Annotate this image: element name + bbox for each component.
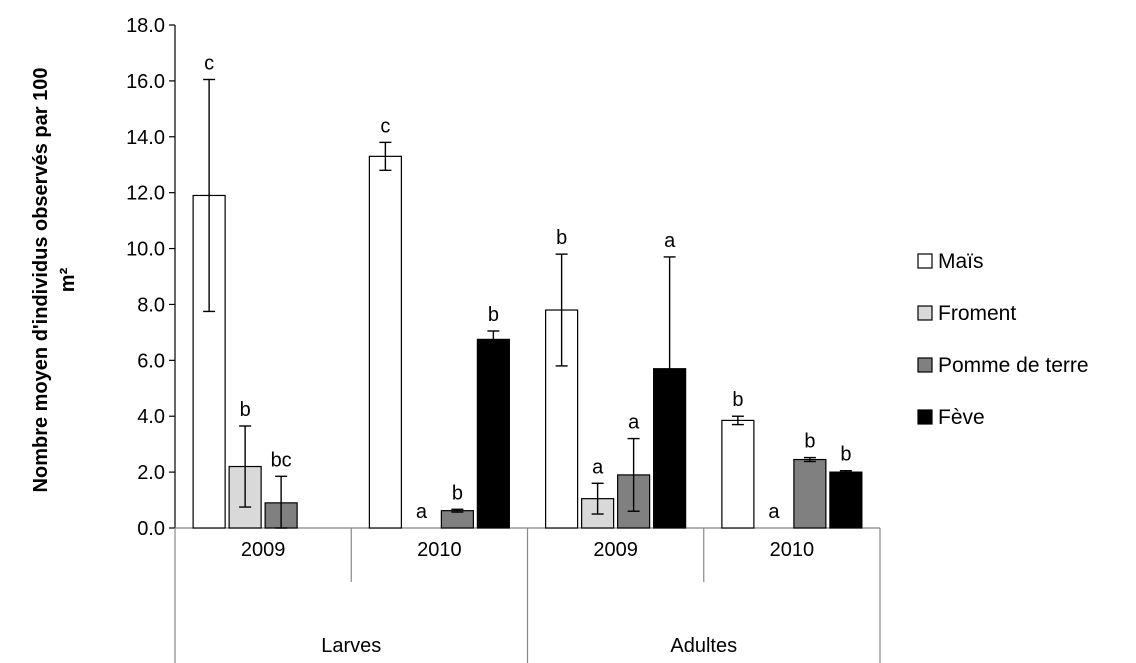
significance-letter: a (416, 501, 428, 523)
legend-label: Froment (938, 302, 1016, 325)
legend-label: Maïs (938, 250, 984, 273)
significance-letter: c (380, 115, 390, 137)
significance-letters: c b bc c a b b b a a a b a b b (204, 52, 851, 523)
significance-letter: b (840, 444, 851, 466)
legend-swatch (917, 357, 933, 373)
x-year-label: 2010 (417, 539, 462, 561)
y-tick-label: 18.0 (126, 15, 165, 37)
legend: Maïs Froment Pomme de terre Fève (917, 250, 1089, 429)
bar-1 (368, 155, 402, 529)
bar-3 (793, 458, 827, 529)
significance-letter: bc (271, 449, 292, 471)
legend-label: Fève (938, 406, 985, 429)
significance-letter: a (592, 456, 604, 478)
significance-letter: b (452, 482, 463, 504)
significance-letter: a (664, 230, 676, 252)
y-tick-label: 10.0 (126, 239, 165, 261)
bar-1 (721, 419, 755, 529)
y-tick-label: 8.0 (137, 294, 165, 316)
y-axis: 0.0 2.0 4.0 6.0 8.0 10.0 12.0 14.0 16.0 18.0 (126, 15, 176, 540)
y-tick-label: 6.0 (137, 350, 165, 372)
significance-letter: b (240, 399, 251, 421)
y-tick-label: 2.0 (137, 462, 165, 484)
legend-label: Pomme de terre (938, 354, 1089, 377)
y-axis-label-line-2: m² (57, 267, 79, 292)
bar-3 (440, 510, 474, 529)
significance-letter: a (768, 501, 780, 523)
significance-letter: a (628, 412, 640, 434)
significance-letter: b (732, 389, 743, 411)
bars (192, 78, 863, 529)
bar-4 (476, 338, 510, 529)
x-year-label: 2009 (593, 539, 638, 561)
significance-letter: b (556, 227, 567, 249)
y-tick-label: 4.0 (137, 406, 165, 428)
legend-swatch (917, 253, 933, 269)
x-axis: 2009 2010 Larves 2009 2010 Adultes (174, 527, 881, 663)
significance-letter: b (804, 431, 815, 453)
x-group-label: Adultes (670, 635, 737, 657)
y-tick-label: 0.0 (137, 518, 165, 540)
legend-swatch (917, 409, 933, 425)
significance-letter: c (204, 52, 214, 74)
x-year-label: 2009 (241, 539, 286, 561)
y-axis-label: Nombre moyen d'individus observés par 10… (30, 68, 79, 493)
y-tick-label: 16.0 (126, 71, 165, 93)
bar-4 (829, 471, 863, 529)
x-year-label: 2010 (770, 539, 815, 561)
x-group-label: Larves (321, 635, 381, 657)
y-axis-label-line-1: Nombre moyen d'individus observés par 10… (30, 68, 52, 493)
legend-swatch (917, 305, 933, 321)
y-tick-label: 14.0 (126, 127, 165, 149)
y-tick-label: 12.0 (126, 183, 165, 205)
significance-letter: b (488, 304, 499, 326)
